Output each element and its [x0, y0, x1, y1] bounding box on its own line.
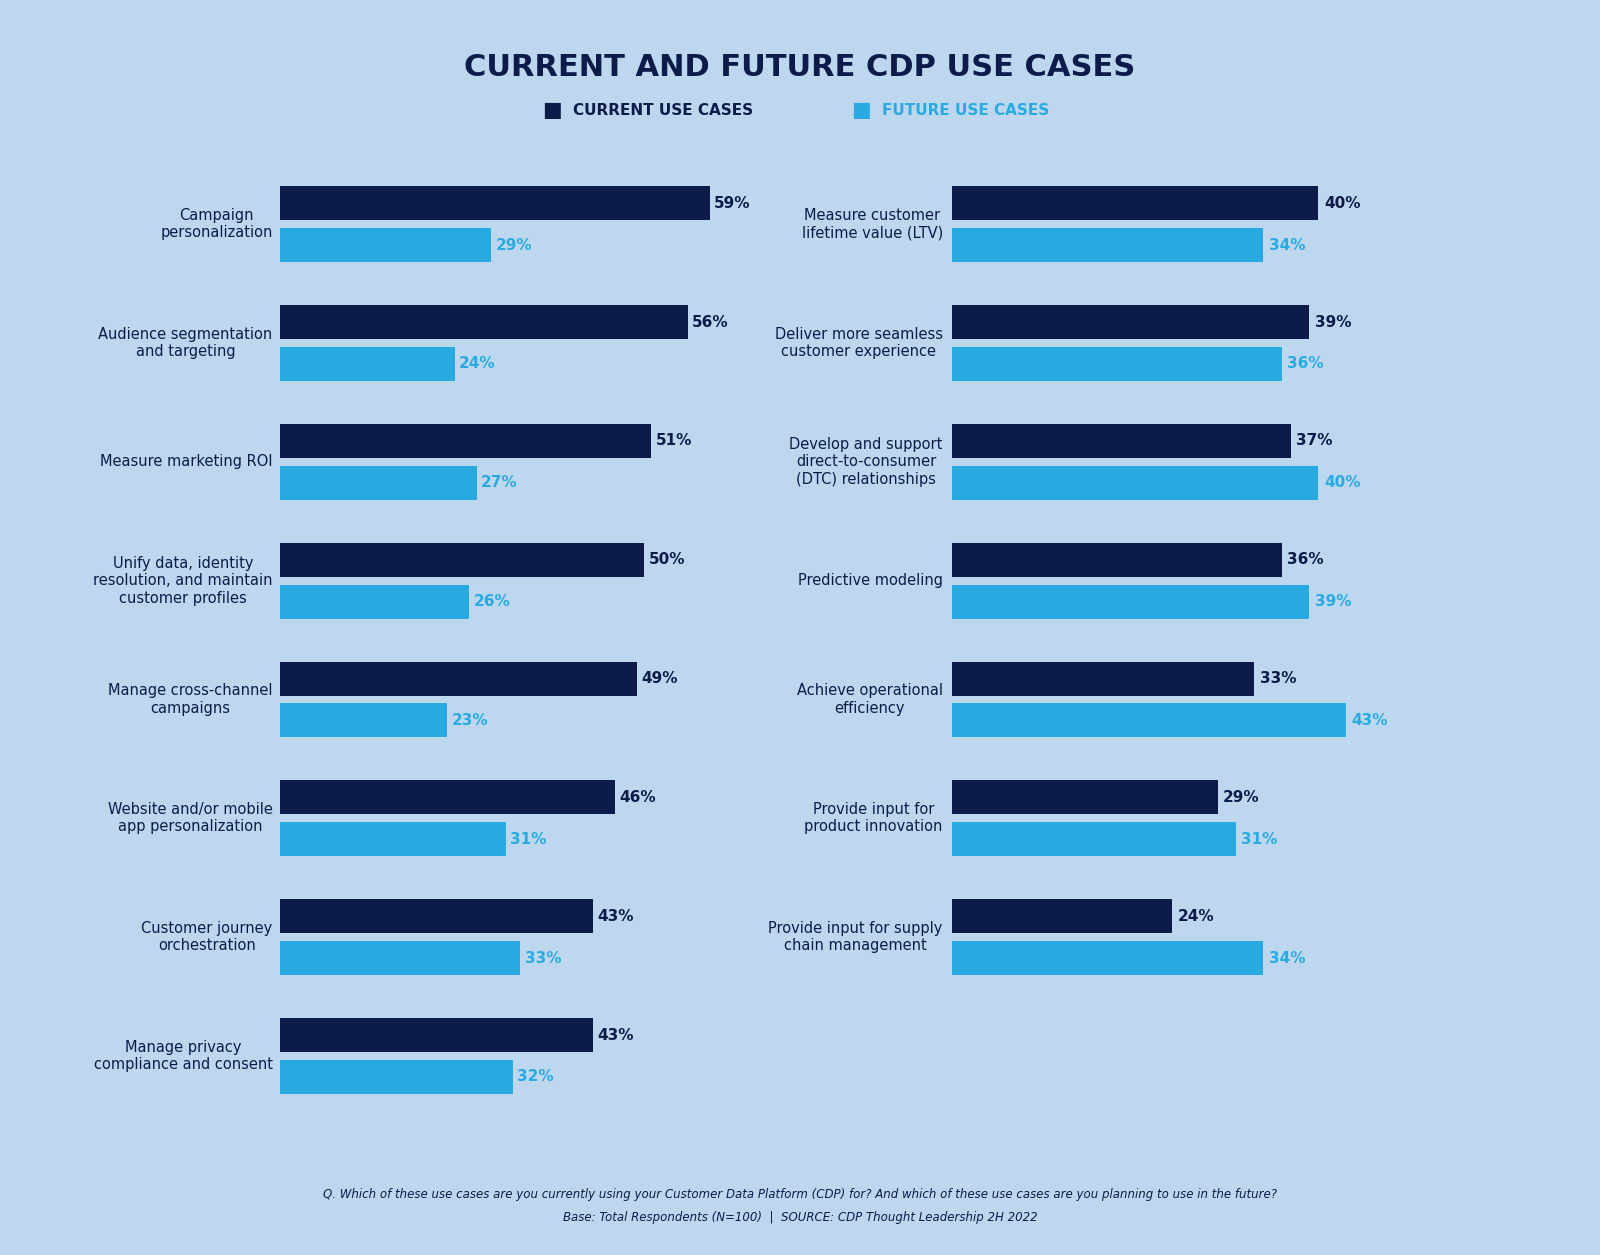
Bar [280, 466, 477, 499]
Text: Manage privacy
compliance and consent: Manage privacy compliance and consent [94, 1039, 272, 1072]
Text: Campaign
personalization: Campaign personalization [160, 208, 272, 241]
Text: 34%: 34% [1269, 950, 1306, 965]
Text: 32%: 32% [517, 1069, 554, 1084]
Text: 43%: 43% [1352, 713, 1387, 728]
Text: Unify data, identity
resolution, and maintain
customer profiles: Unify data, identity resolution, and mai… [93, 556, 272, 605]
Text: Base: Total Respondents (N=100)  |  SOURCE: CDP Thought Leadership 2H 2022: Base: Total Respondents (N=100) | SOURCE… [563, 1211, 1037, 1224]
Text: 27%: 27% [482, 476, 518, 491]
Text: 37%: 37% [1296, 433, 1333, 448]
Text: 31%: 31% [510, 832, 547, 847]
Text: Q. Which of these use cases are you currently using your Customer Data Platform : Q. Which of these use cases are you curr… [323, 1188, 1277, 1201]
Bar [280, 1060, 514, 1094]
Text: 43%: 43% [597, 909, 634, 924]
Text: 29%: 29% [496, 237, 533, 252]
Text: 49%: 49% [642, 671, 678, 686]
Bar [280, 542, 645, 577]
Text: 24%: 24% [1178, 909, 1214, 924]
Text: Achieve operational
efficiency: Achieve operational efficiency [797, 683, 942, 715]
Text: Deliver more seamless
customer experience: Deliver more seamless customer experienc… [774, 326, 942, 359]
Bar [280, 941, 520, 975]
Bar [952, 661, 1254, 695]
Bar [280, 899, 594, 934]
Text: Provide input for supply
chain management: Provide input for supply chain managemen… [768, 921, 942, 954]
Bar [280, 822, 506, 856]
Bar [952, 781, 1218, 814]
Bar [280, 228, 491, 262]
Text: 50%: 50% [648, 552, 685, 567]
Text: Manage cross-channel
campaigns: Manage cross-channel campaigns [109, 683, 272, 715]
Text: ■: ■ [851, 100, 870, 120]
Text: 39%: 39% [1315, 594, 1352, 609]
Text: Develop and support
direct-to-consumer
(DTC) relationships: Develop and support direct-to-consumer (… [789, 437, 942, 487]
Bar [280, 661, 637, 695]
Text: 29%: 29% [1222, 789, 1259, 804]
Text: Audience segmentation
and targeting: Audience segmentation and targeting [99, 326, 272, 359]
Text: CURRENT USE CASES: CURRENT USE CASES [573, 103, 754, 118]
Text: Predictive modeling: Predictive modeling [798, 574, 942, 589]
Text: 31%: 31% [1242, 832, 1278, 847]
Text: 23%: 23% [451, 713, 488, 728]
Text: 33%: 33% [1259, 671, 1296, 686]
Text: Measure customer
lifetime value (LTV): Measure customer lifetime value (LTV) [802, 208, 942, 241]
Text: 36%: 36% [1288, 552, 1323, 567]
Bar [280, 703, 448, 738]
Text: 40%: 40% [1323, 476, 1360, 491]
Text: 40%: 40% [1323, 196, 1360, 211]
Bar [952, 186, 1318, 220]
Text: 33%: 33% [525, 950, 562, 965]
Text: Website and/or mobile
app personalization: Website and/or mobile app personalizatio… [107, 802, 272, 835]
Bar [952, 466, 1318, 499]
Text: 24%: 24% [459, 356, 496, 371]
Bar [280, 186, 710, 220]
Text: ■: ■ [542, 100, 562, 120]
Bar [280, 424, 651, 458]
Text: 39%: 39% [1315, 315, 1352, 330]
Bar [280, 305, 688, 339]
Bar [952, 899, 1171, 934]
Bar [952, 585, 1309, 619]
Bar [952, 941, 1264, 975]
Text: 59%: 59% [714, 196, 750, 211]
Bar [952, 424, 1291, 458]
Text: 46%: 46% [619, 789, 656, 804]
Text: Measure marketing ROI: Measure marketing ROI [101, 454, 272, 469]
Bar [952, 346, 1282, 382]
Bar [952, 228, 1264, 262]
Bar [280, 346, 454, 382]
Bar [952, 542, 1282, 577]
Bar [952, 822, 1235, 856]
Text: Provide input for
product innovation: Provide input for product innovation [805, 802, 942, 835]
Text: 34%: 34% [1269, 237, 1306, 252]
Text: 26%: 26% [474, 594, 510, 609]
Text: 36%: 36% [1288, 356, 1323, 371]
Bar [280, 585, 469, 619]
Text: 51%: 51% [656, 433, 693, 448]
Text: 43%: 43% [597, 1028, 634, 1043]
Bar [280, 781, 614, 814]
Text: 56%: 56% [693, 315, 728, 330]
Text: CURRENT AND FUTURE CDP USE CASES: CURRENT AND FUTURE CDP USE CASES [464, 53, 1136, 82]
Bar [280, 1018, 594, 1052]
Text: FUTURE USE CASES: FUTURE USE CASES [882, 103, 1050, 118]
Text: Customer journey
orchestration: Customer journey orchestration [141, 921, 272, 954]
Bar [952, 703, 1346, 738]
Bar [952, 305, 1309, 339]
